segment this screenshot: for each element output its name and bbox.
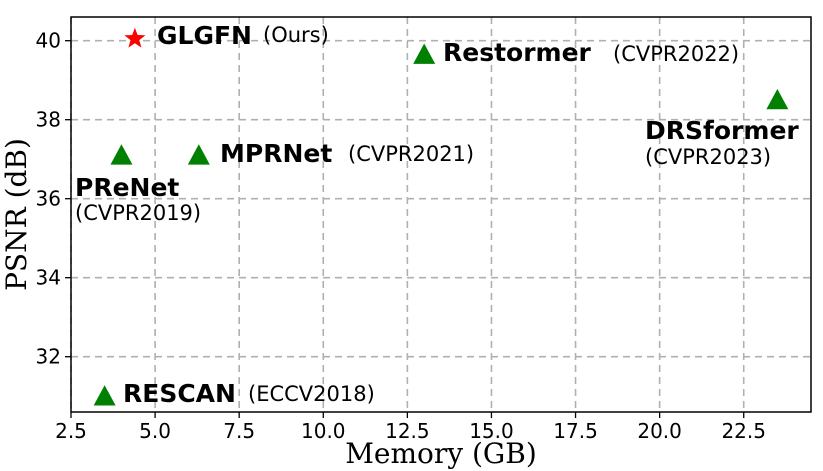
label-mprnet-name: MPRNet	[220, 139, 332, 168]
grid-lines	[70, 17, 811, 412]
label-prenet-name: PReNet	[75, 173, 179, 202]
x-tick-label: 10.0	[301, 419, 346, 443]
x-tick-label: 17.5	[553, 419, 598, 443]
plot-frame	[70, 16, 812, 413]
y-tick-label: 34	[36, 266, 61, 290]
label-glgfn-venue: (Ours)	[263, 23, 329, 47]
x-tick-label: 22.5	[721, 419, 766, 443]
x-axis-title: Memory (GB)	[345, 437, 537, 470]
label-glgfn-name: GLGFN	[157, 21, 252, 50]
point-restormer-triangle-marker	[413, 43, 436, 64]
x-tick-label: 5.0	[139, 419, 171, 443]
point-prenet-triangle-marker	[110, 144, 133, 165]
data-points	[93, 27, 789, 406]
y-axis-title: PSNR (dB)	[0, 138, 33, 291]
x-tick-label: 7.5	[223, 419, 255, 443]
label-rescan-name: RESCAN	[123, 379, 236, 408]
x-tick-label: 20.0	[637, 419, 682, 443]
axis-ticks: 2.5 5.0 7.5 10.0 12.5 15.0 17.5 20.0 22.5 32 34 36 3…	[36, 29, 766, 443]
point-drsformer-triangle-marker	[766, 88, 789, 110]
label-restormer-name: Restormer	[443, 38, 592, 67]
point-glgfn-star-marker	[124, 27, 146, 48]
label-rescan-venue: (ECCV2018)	[248, 382, 375, 406]
y-tick-label: 36	[36, 187, 61, 211]
label-restormer-venue: (CVPR2022)	[613, 42, 739, 66]
x-tick-label: 15.0	[469, 419, 514, 443]
label-drsformer-name: DRSformer	[645, 116, 799, 145]
point-rescan-triangle-marker	[93, 385, 116, 406]
y-tick-label: 40	[36, 29, 61, 53]
point-labels: GLGFN (Ours)Restormer (CVPR2022)DRSformer(…	[75, 21, 799, 408]
label-drsformer-venue: (CVPR2023)	[645, 145, 771, 169]
label-mprnet-venue: (CVPR2021)	[348, 142, 474, 166]
y-tick-label: 38	[36, 108, 61, 132]
label-prenet-venue: (CVPR2019)	[75, 201, 201, 225]
point-mprnet-triangle-marker	[187, 144, 210, 165]
x-tick-label: 12.5	[385, 419, 430, 443]
x-tick-label: 2.5	[55, 419, 87, 443]
y-tick-label: 32	[36, 345, 61, 369]
